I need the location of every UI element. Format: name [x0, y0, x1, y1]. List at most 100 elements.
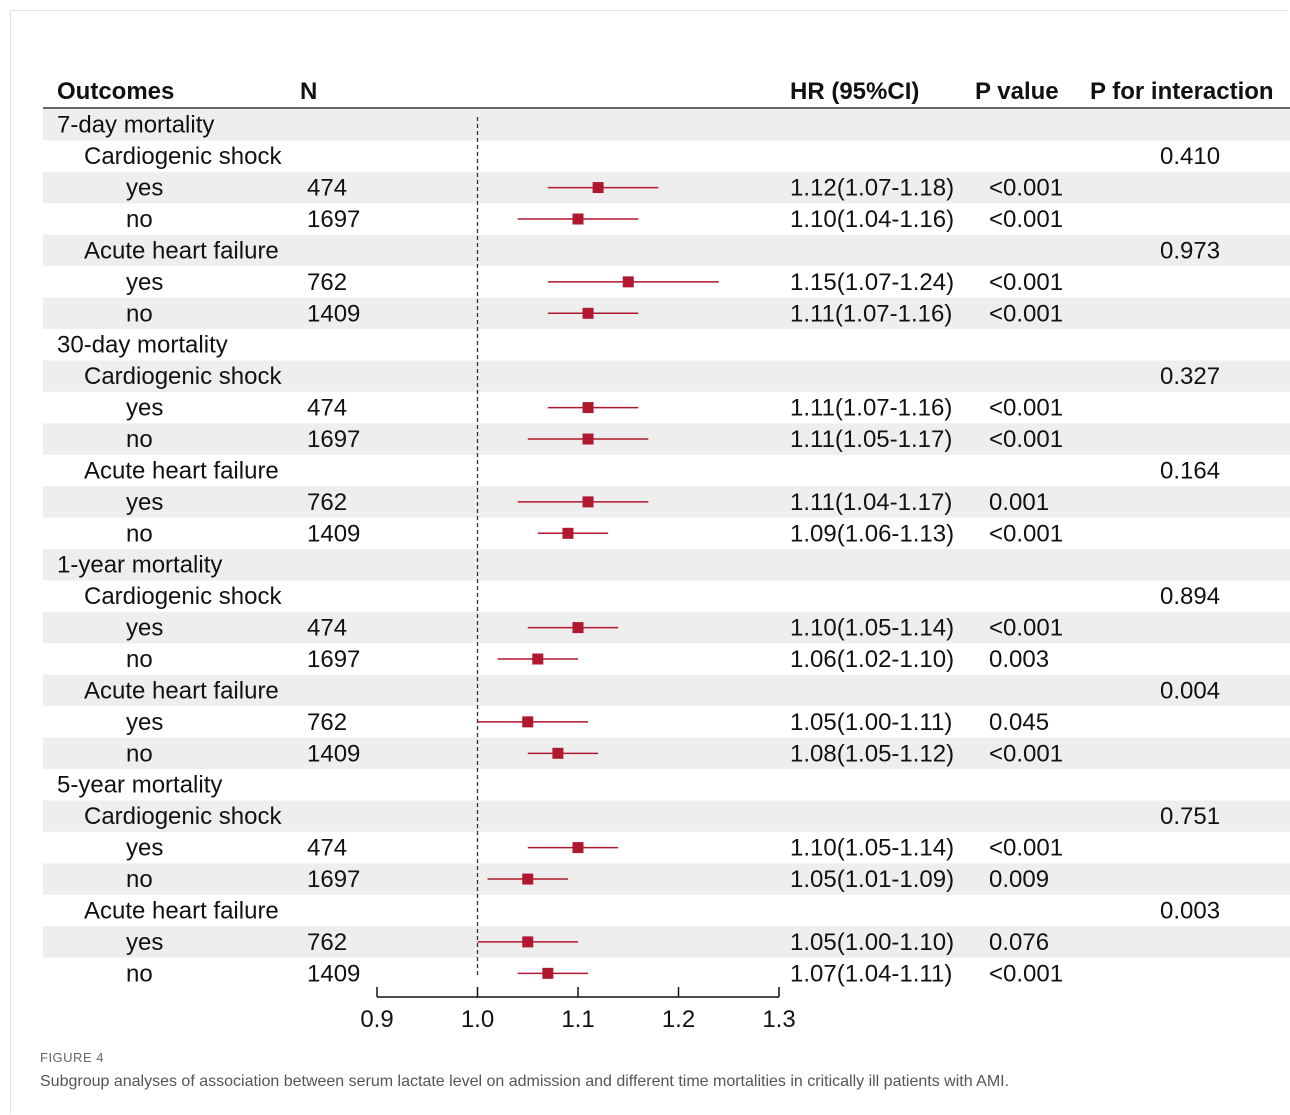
row-band	[43, 737, 1290, 770]
hr-marker	[582, 433, 594, 445]
hr-marker	[572, 622, 584, 634]
row-n: 474	[307, 615, 347, 642]
hr-marker	[622, 276, 634, 288]
header-n: N	[300, 78, 317, 105]
row-band	[43, 360, 1290, 392]
caption-text: Subgroup analyses of association between…	[40, 1073, 1010, 1090]
header-outcomes: Outcomes	[57, 78, 174, 105]
row-n: 474	[307, 835, 347, 862]
row-hr-ci: 1.11(1.07-1.16)	[790, 395, 952, 422]
row-p-value: <0.001	[989, 426, 1063, 453]
figure-label: FIGURE 4	[40, 1050, 104, 1065]
row-p-value: <0.001	[989, 206, 1063, 233]
table-row: 7-day mortality	[57, 112, 214, 139]
table-row: Cardiogenic shock 0.327	[84, 363, 1220, 390]
hr-marker	[522, 716, 534, 728]
row-label: 30-day mortality	[57, 332, 228, 359]
row-band	[43, 926, 1290, 958]
hr-marker	[532, 653, 544, 665]
hr-marker	[592, 182, 604, 194]
row-band	[43, 423, 1290, 455]
row-label: yes	[126, 269, 163, 296]
row-p-value: <0.001	[989, 300, 1063, 327]
header-p-interaction: P for interaction	[1090, 78, 1274, 105]
hr-marker	[572, 842, 584, 854]
row-p-value: 0.045	[989, 709, 1049, 736]
hr-marker	[542, 967, 554, 979]
row-n: 1409	[307, 960, 360, 987]
row-label: no	[126, 206, 153, 233]
hr-marker	[522, 936, 534, 948]
row-label: no	[126, 520, 153, 547]
row-band	[43, 109, 1290, 141]
row-label: Acute heart failure	[84, 457, 279, 484]
row-band	[43, 674, 1290, 707]
table-row: no 1409 1.09(1.06-1.13) <0.001	[126, 520, 1063, 547]
row-label: Cardiogenic shock	[84, 583, 282, 610]
row-label: 5-year mortality	[57, 772, 222, 799]
row-p-interaction: 0.327	[1160, 363, 1220, 390]
row-band	[43, 486, 1290, 518]
table-row: yes 762 1.15(1.07-1.24) <0.001	[126, 269, 1063, 296]
table-row: yes 762 1.11(1.04-1.17) 0.001	[126, 489, 1049, 516]
row-p-value: <0.001	[989, 740, 1063, 767]
table-row: yes 474 1.11(1.07-1.16) <0.001	[126, 395, 1063, 422]
table-row: Acute heart failure 0.164	[84, 457, 1220, 484]
x-tick-label: 0.9	[360, 1006, 393, 1033]
row-label: yes	[126, 395, 163, 422]
row-hr-ci: 1.11(1.04-1.17)	[790, 489, 952, 516]
row-label: no	[126, 960, 153, 987]
x-tick-label: 1.1	[561, 1006, 594, 1033]
row-hr-ci: 1.15(1.07-1.24)	[790, 269, 954, 296]
row-n: 762	[307, 269, 347, 296]
x-axis: 0.9 1.0 1.1 1.2 1.3	[360, 987, 796, 1033]
row-p-value: <0.001	[989, 395, 1063, 422]
hr-marker	[522, 873, 534, 885]
x-tick-label: 1.2	[662, 1006, 695, 1033]
table-row: Acute heart failure 0.004	[84, 677, 1220, 704]
row-label: yes	[126, 709, 163, 736]
row-n: 1409	[307, 740, 360, 767]
row-label: yes	[126, 489, 163, 516]
hr-marker	[562, 527, 574, 539]
row-p-value: 0.009	[989, 866, 1049, 893]
row-label: Acute heart failure	[84, 237, 279, 264]
row-p-interaction: 0.751	[1160, 803, 1220, 830]
table-row: no 1697 1.05(1.01-1.09) 0.009	[126, 866, 1049, 893]
forest-plot: Outcomes N HR (95%CI) P value P for inte…	[43, 78, 1290, 1033]
row-p-interaction: 0.894	[1160, 583, 1220, 610]
table-row: yes 474 1.10(1.05-1.14) <0.001	[126, 615, 1063, 642]
table-row: yes 474 1.10(1.05-1.14) <0.001	[126, 835, 1063, 862]
table-row: Cardiogenic shock 0.410	[84, 143, 1220, 170]
row-label: Acute heart failure	[84, 677, 279, 704]
header-p-value: P value	[975, 78, 1059, 105]
row-label: 1-year mortality	[57, 552, 222, 579]
row-p-interaction: 0.004	[1160, 677, 1220, 704]
row-p-interaction: 0.003	[1160, 897, 1220, 924]
row-p-value: <0.001	[989, 835, 1063, 862]
row-label: Acute heart failure	[84, 897, 279, 924]
table-row: 5-year mortality	[57, 772, 222, 799]
table-row: no 1409 1.08(1.05-1.12) <0.001	[126, 740, 1063, 767]
row-band	[43, 863, 1290, 895]
table-row: Acute heart failure 0.003	[84, 897, 1220, 924]
row-label: yes	[126, 835, 163, 862]
row-n: 1409	[307, 300, 360, 327]
row-label: yes	[126, 929, 163, 956]
row-label: yes	[126, 615, 163, 642]
hr-marks	[477, 182, 719, 979]
row-p-value: <0.001	[989, 960, 1063, 987]
table-row: no 1697 1.06(1.02-1.10) 0.003	[126, 646, 1049, 673]
column-header: Outcomes N HR (95%CI) P value P for inte…	[43, 78, 1290, 109]
row-p-value: <0.001	[989, 175, 1063, 202]
row-n: 474	[307, 395, 347, 422]
row-hr-ci: 1.07(1.04-1.11)	[790, 960, 952, 987]
table-row: no 1409 1.11(1.07-1.16) <0.001	[126, 300, 1063, 327]
table-row: yes 474 1.12(1.07-1.18) <0.001	[126, 175, 1063, 202]
table-rows: 7-day mortality Cardiogenic shock 0.410 yes…	[57, 112, 1220, 988]
row-p-value: 0.076	[989, 929, 1049, 956]
row-hr-ci: 1.10(1.05-1.14)	[790, 615, 954, 642]
row-n: 1697	[307, 206, 360, 233]
row-n: 762	[307, 709, 347, 736]
table-row: no 1409 1.07(1.04-1.11) <0.001	[126, 960, 1063, 987]
